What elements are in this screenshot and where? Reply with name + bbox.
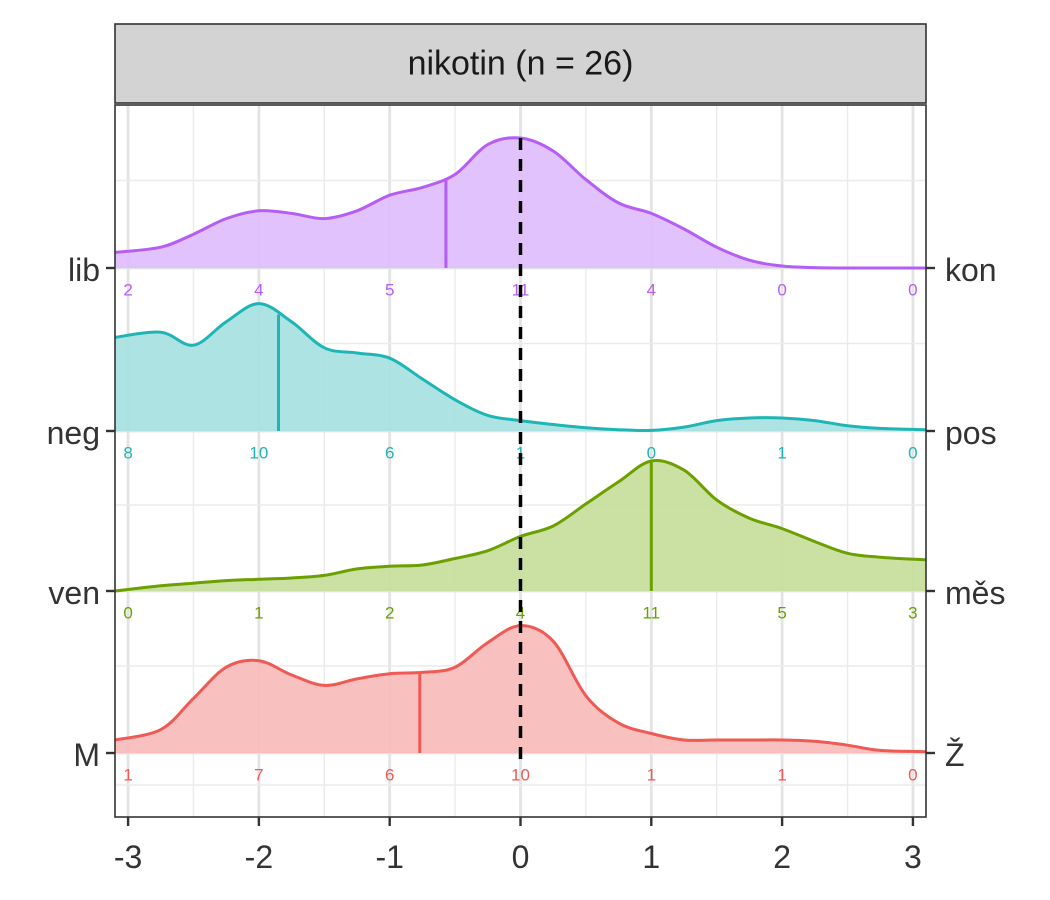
x-tick-label: 2 [773,839,791,875]
count-label: 4 [254,281,263,300]
count-label: 4 [647,281,656,300]
x-tick-label: 0 [512,839,530,875]
left-label-M: M [73,737,100,773]
count-label: 2 [123,281,132,300]
count-label: 2 [385,604,394,623]
left-label-neg: neg [47,415,100,451]
facet-strip: nikotin (n = 26) [114,23,927,104]
left-label-ven: ven [48,575,100,611]
right-label: Ž [945,737,965,773]
right-label: kon [945,252,997,288]
count-label: 1 [647,766,656,785]
count-label: 5 [777,604,786,623]
count-label: 10 [249,444,268,463]
density-line [114,459,927,593]
density-area [115,460,926,591]
count-label: 4 [516,604,525,623]
count-label: 0 [777,281,786,300]
count-label: 0 [647,444,656,463]
x-tick-label: 1 [642,839,660,875]
count-label: 3 [908,604,917,623]
count-label: 0 [123,604,132,623]
count-label: 7 [254,766,263,785]
count-label: 10 [511,766,530,785]
x-tick-label: -3 [114,839,142,875]
right-label: pos [945,415,997,451]
ridge-ven: 0 1 2 4 11 5 3 [114,459,927,623]
x-tick-label: 3 [904,839,922,875]
right-label: měs [945,575,1005,611]
left-label-lib: lib [68,252,100,288]
x-tick-label: -2 [245,839,273,875]
count-label: 1 [254,604,263,623]
axes-layer: lib kon neg pos ven měs M Ž -3 -2 -1 0 1 2 3 [47,252,1006,875]
count-label: 1 [123,766,132,785]
count-label: 6 [385,444,394,463]
density-area [115,303,926,431]
count-label: 11 [642,604,660,623]
count-label: 5 [385,281,394,300]
count-label: 8 [123,444,132,463]
count-label: 0 [908,766,917,785]
chart-title: nikotin (n = 26) [408,45,634,83]
count-label: 1 [777,766,786,785]
count-label: 0 [908,281,917,300]
count-label: 0 [908,444,917,463]
count-label: 6 [385,766,394,785]
x-tick-label: -1 [375,839,403,875]
count-label: 1 [777,444,786,463]
strip-background [114,23,927,104]
